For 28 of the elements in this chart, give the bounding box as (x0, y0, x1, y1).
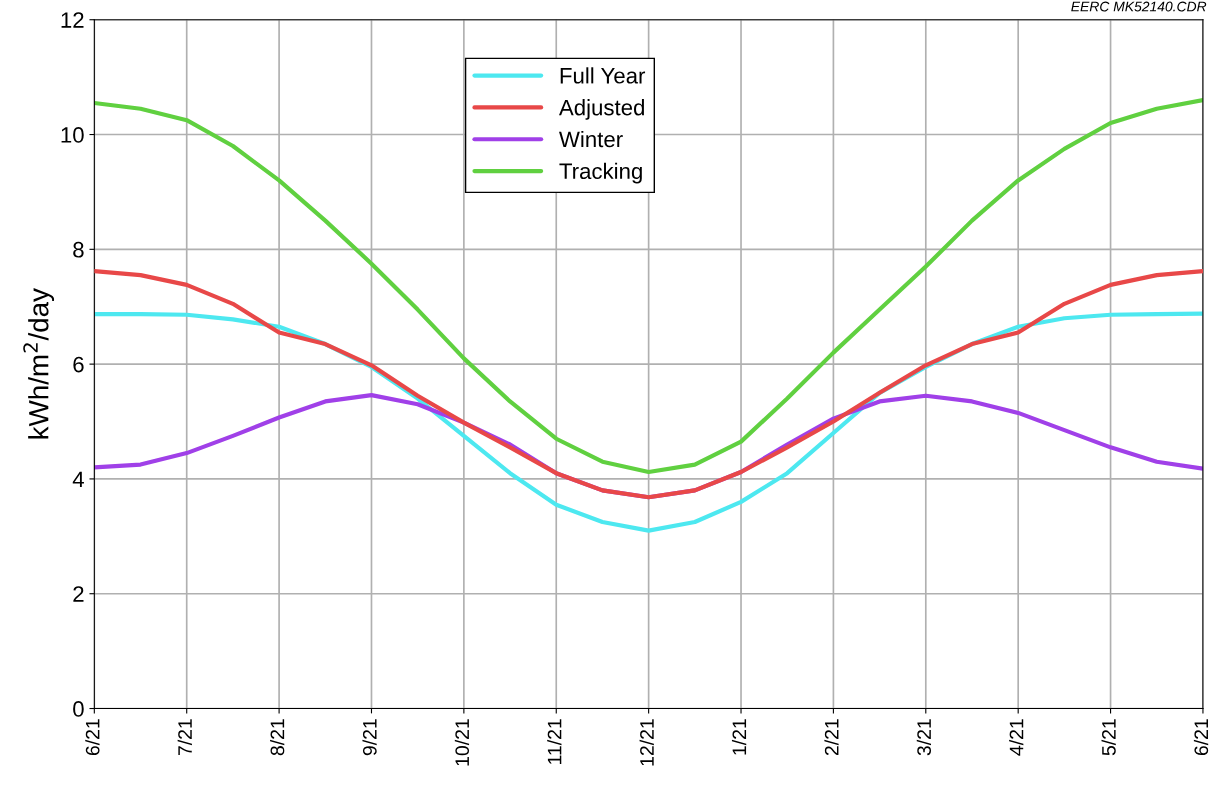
x-tick-label: 12/21 (639, 719, 654, 766)
x-tick-label: 4/21 (1009, 719, 1024, 756)
legend-label: Adjusted (558, 99, 644, 120)
x-tick-label: 5/21 (1101, 719, 1116, 756)
text: EERC MK52140.CDR (1071, 1, 1207, 12)
x-tick-label: 3/21 (916, 719, 932, 756)
legend-label: Winter (559, 130, 623, 148)
x-tick-label: 2/21 (824, 719, 839, 756)
x-tick-label: 10/21 (454, 719, 470, 766)
x-tick-label: 6/21 (1193, 719, 1209, 756)
y-axis-title: kWh/m$^{2}$/day (23, 288, 55, 439)
y-tick-label: 2 (73, 586, 84, 602)
y-tick-label: 8 (73, 241, 84, 258)
line-series (94, 269, 1203, 500)
x-tick-label: 8/21 (270, 719, 285, 756)
x-tick-label: 1/21 (731, 719, 747, 755)
line-series (94, 97, 1203, 475)
x-tick-label: 11/21 (547, 719, 562, 764)
legend-label: Tracking (559, 162, 642, 184)
y-tick-label: 12 (61, 12, 84, 28)
x-tick-label: 9/21 (362, 719, 377, 756)
y-tick-label: 0 (73, 701, 84, 717)
y-tick-label: 4 (72, 471, 84, 487)
y-tick-label: 6 (73, 356, 84, 373)
y-tick-label: 10 (61, 127, 84, 143)
x-tick-label: 6/21 (85, 719, 100, 756)
legend-label: Full Year (560, 67, 646, 84)
x-tick-label: 7/21 (177, 719, 192, 756)
